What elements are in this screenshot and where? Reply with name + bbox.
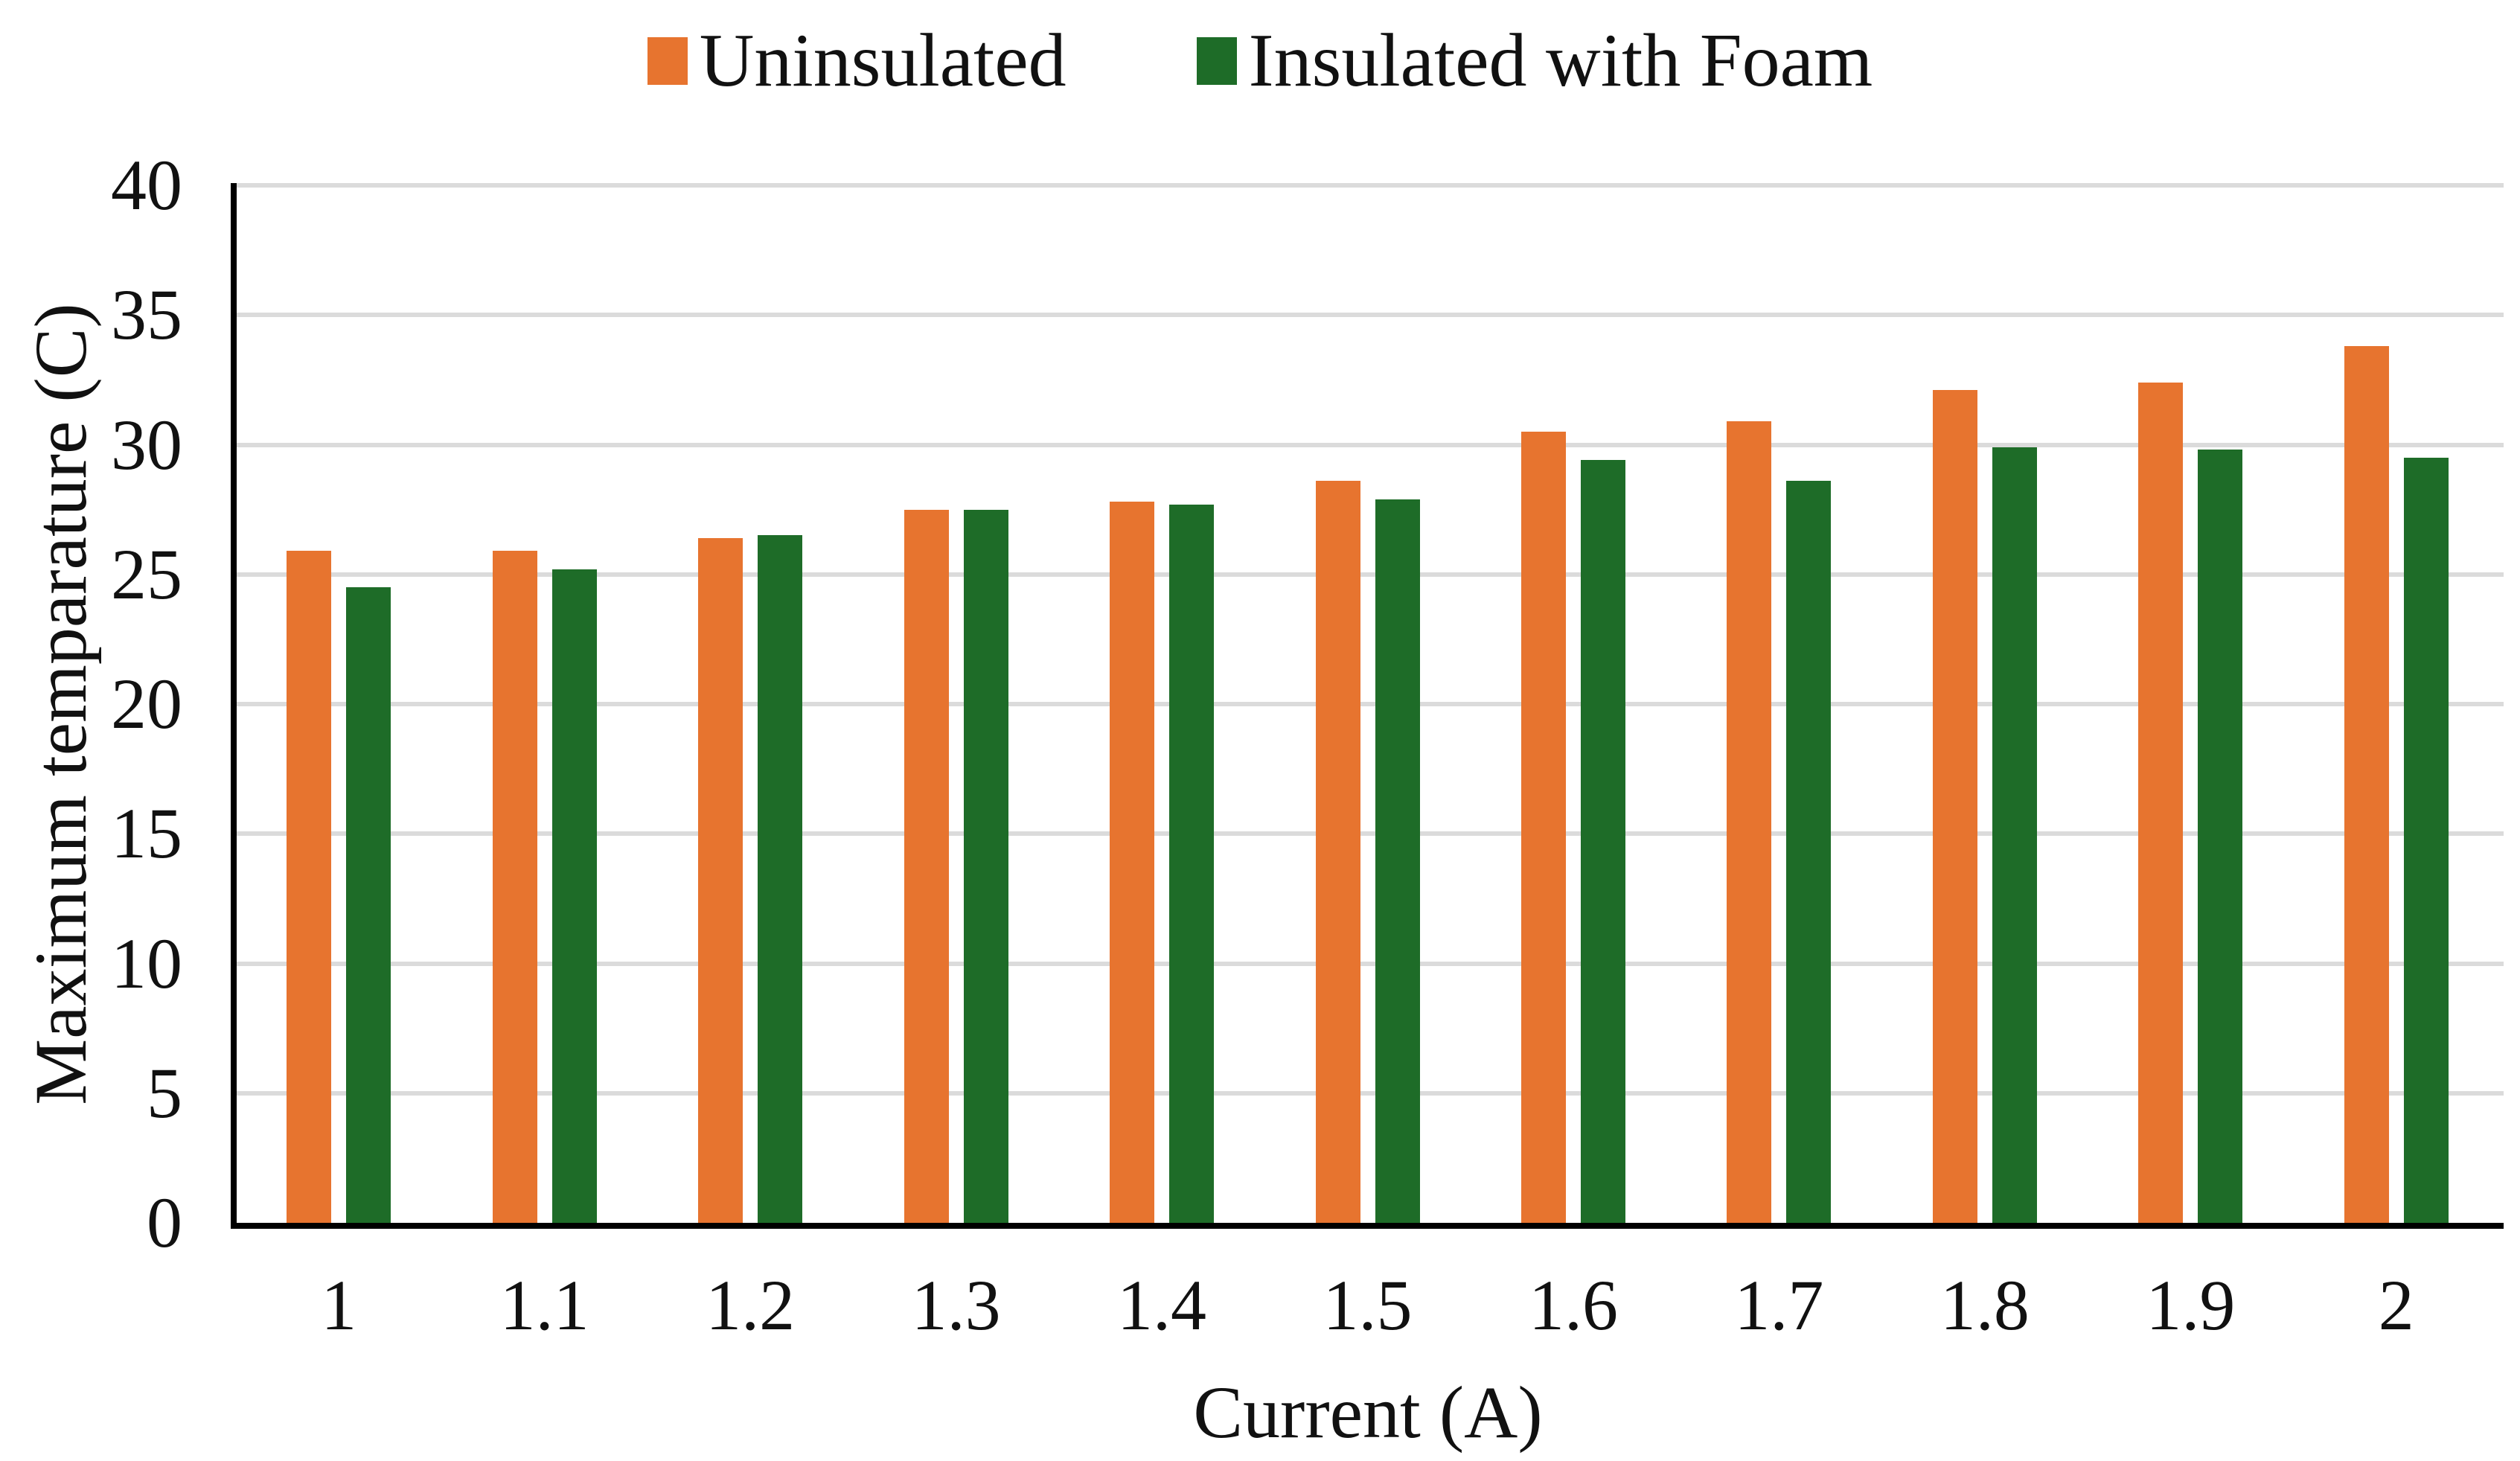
bar-uninsulated-1.4 bbox=[1110, 502, 1155, 1223]
x-tick-label-1.5: 1.5 bbox=[1323, 1265, 1413, 1345]
y-axis-line bbox=[231, 183, 237, 1226]
y-tick-label-5: 5 bbox=[147, 1052, 182, 1133]
bar-insulated-with-foam-1 bbox=[346, 587, 391, 1223]
gridline-15 bbox=[231, 831, 2504, 837]
gridline-10 bbox=[231, 961, 2504, 966]
gridline-35 bbox=[231, 313, 2504, 318]
x-tick-label-1.7: 1.7 bbox=[1734, 1265, 1824, 1345]
legend-label-insulated-with-foam: Insulated with Foam bbox=[1248, 19, 1873, 103]
x-axis-title: Current (A) bbox=[1193, 1371, 1543, 1454]
bar-insulated-with-foam-1.2 bbox=[758, 535, 803, 1223]
x-tick-label-1.2: 1.2 bbox=[706, 1265, 796, 1345]
gridline-25 bbox=[231, 572, 2504, 577]
y-tick-label-25: 25 bbox=[111, 534, 182, 614]
gridline-20 bbox=[231, 702, 2504, 706]
bar-insulated-with-foam-1.1 bbox=[551, 569, 597, 1223]
gridline-30 bbox=[231, 442, 2504, 447]
bar-insulated-with-foam-2 bbox=[2403, 457, 2449, 1223]
bar-insulated-with-foam-1.4 bbox=[1169, 504, 1215, 1223]
legend-swatch-insulated-with-foam bbox=[1196, 37, 1237, 85]
bar-uninsulated-1.5 bbox=[1315, 481, 1360, 1223]
x-tick-label-1.9: 1.9 bbox=[2146, 1265, 2236, 1345]
y-tick-label-0: 0 bbox=[147, 1183, 182, 1262]
y-tick-label-30: 30 bbox=[111, 404, 182, 485]
x-axis-line bbox=[231, 1223, 2504, 1229]
y-tick-label-40: 40 bbox=[111, 145, 182, 225]
x-tick-label-1.8: 1.8 bbox=[1939, 1265, 2030, 1345]
bar-insulated-with-foam-1.5 bbox=[1375, 499, 1420, 1223]
bar-uninsulated-1.6 bbox=[1520, 432, 1566, 1223]
bar-uninsulated-1.3 bbox=[904, 509, 949, 1223]
x-tick-label-1: 1 bbox=[321, 1265, 357, 1345]
bar-uninsulated-1.2 bbox=[698, 537, 743, 1223]
bar-uninsulated-1.7 bbox=[1727, 421, 1772, 1223]
chart-legend: Uninsulated Insulated with Foam bbox=[0, 18, 2520, 104]
y-tick-label-10: 10 bbox=[111, 923, 182, 1003]
x-tick-label-1.4: 1.4 bbox=[1117, 1265, 1207, 1345]
bar-uninsulated-2 bbox=[2344, 346, 2389, 1223]
bar-uninsulated-1 bbox=[287, 551, 332, 1223]
bar-insulated-with-foam-1.7 bbox=[1786, 481, 1832, 1223]
bar-uninsulated-1.8 bbox=[1932, 390, 1977, 1223]
y-tick-label-15: 15 bbox=[111, 793, 182, 874]
gridline-40 bbox=[231, 183, 2504, 188]
x-tick-label-1.6: 1.6 bbox=[1528, 1265, 1618, 1345]
y-tick-label-35: 35 bbox=[111, 275, 182, 355]
legend-item-insulated-with-foam: Insulated with Foam bbox=[1196, 19, 1873, 103]
bar-uninsulated-1.1 bbox=[492, 551, 537, 1223]
legend-label-uninsulated: Uninsulated bbox=[699, 19, 1066, 103]
bar-insulated-with-foam-1.9 bbox=[2198, 450, 2243, 1223]
plot-area bbox=[231, 183, 2504, 1229]
bar-insulated-with-foam-1.3 bbox=[963, 509, 1008, 1223]
bar-insulated-with-foam-1.8 bbox=[1992, 447, 2037, 1223]
legend-item-uninsulated: Uninsulated bbox=[647, 23, 1066, 99]
x-tick-label-1.1: 1.1 bbox=[499, 1265, 589, 1345]
y-tick-label-20: 20 bbox=[111, 664, 182, 744]
x-tick-label-1.3: 1.3 bbox=[911, 1265, 1001, 1345]
bar-uninsulated-1.9 bbox=[2138, 382, 2184, 1223]
gridline-5 bbox=[231, 1090, 2504, 1096]
legend-swatch-uninsulated bbox=[647, 37, 688, 85]
x-tick-label-2: 2 bbox=[2378, 1265, 2414, 1345]
bar-insulated-with-foam-1.6 bbox=[1580, 460, 1625, 1223]
